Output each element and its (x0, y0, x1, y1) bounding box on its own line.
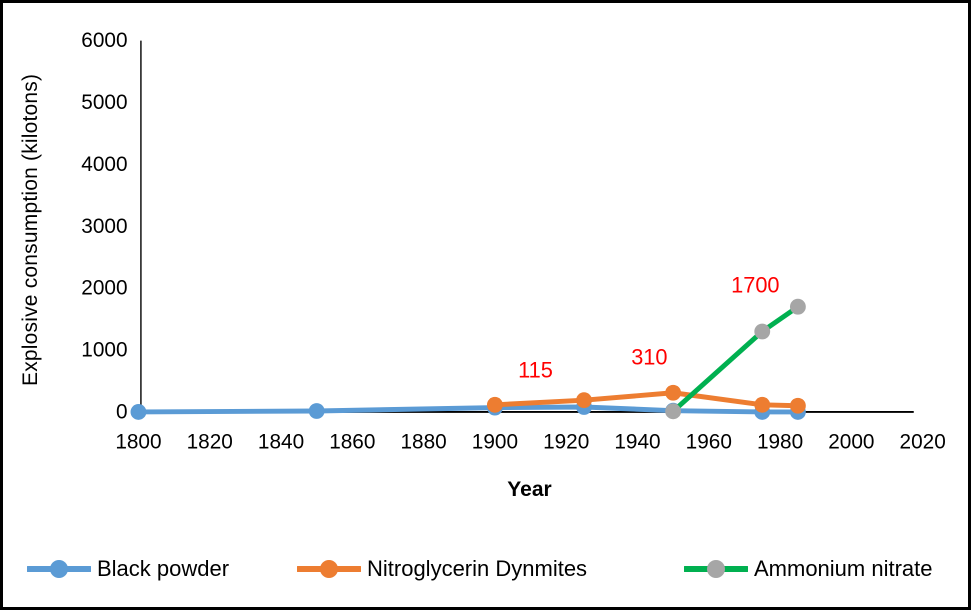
legend: Black powder Nitroglycerin Dynmites Ammoni… (3, 549, 968, 589)
legend-label: Black powder (97, 556, 230, 581)
chart-plot-area: 0 1000 2000 3000 4000 5000 6000 1800 1820 1840 186… (81, 29, 946, 454)
x-tick-label: 1920 (543, 431, 589, 454)
data-point-marker-ammonium-nitrate (789, 298, 806, 315)
x-tick-label: 1820 (187, 431, 233, 454)
data-point-marker-ammonium-nitrate (665, 403, 682, 420)
x-tick-label: 1860 (329, 431, 375, 454)
legend-item-ammonium-nitrate: Ammonium nitrate (684, 549, 933, 589)
x-tick-label: 1880 (400, 431, 446, 454)
x-tick-label: 1980 (757, 431, 803, 454)
x-tick-label: 1840 (258, 431, 304, 454)
y-tick-label: 0 (116, 400, 128, 423)
data-point-marker-nitroglycerin-dynmites (754, 396, 771, 413)
data-point-marker-nitroglycerin-dynmites (486, 396, 503, 413)
series-line-ammonium-nitrate (670, 304, 801, 414)
x-tick-label: 1900 (472, 431, 518, 454)
data-point-label: 310 (631, 345, 667, 370)
legend-marker-icon (684, 560, 748, 578)
data-point-label: 1700 (731, 272, 779, 297)
legend-marker-icon (27, 560, 91, 578)
series-line-nitroglycerin-dynmites (492, 390, 801, 409)
x-tick-label: 1800 (115, 431, 161, 454)
data-point-marker-black-powder (130, 404, 147, 420)
legend-label: Nitroglycerin Dynmites (367, 556, 588, 581)
x-axis-title: Year (507, 478, 552, 501)
legend-item-nitroglycerin-dynmites: Nitroglycerin Dynmites (297, 549, 587, 589)
y-tick-label: 1000 (81, 339, 127, 362)
x-tick-label: 1960 (686, 431, 732, 454)
y-tick-label: 5000 (81, 91, 127, 114)
legend-label: Ammonium nitrate (754, 556, 933, 581)
y-tick-label: 4000 (81, 153, 127, 176)
x-tick-label: 2020 (900, 431, 946, 454)
data-point-marker-black-powder (308, 403, 325, 419)
data-point-marker-nitroglycerin-dynmites (665, 384, 682, 401)
data-point-marker-nitroglycerin-dynmites (789, 397, 806, 414)
data-point-marker-ammonium-nitrate (754, 323, 771, 340)
x-tick-label: 1940 (614, 431, 660, 454)
y-tick-label: 2000 (81, 277, 127, 300)
data-point-marker-nitroglycerin-dynmites (576, 392, 592, 409)
data-point-label: 115 (518, 358, 553, 383)
legend-item-black-powder: Black powder (27, 549, 229, 589)
x-tick-label: 2000 (828, 431, 874, 454)
legend-marker-icon (297, 560, 361, 578)
y-tick-label: 3000 (81, 215, 127, 238)
y-tick-label: 6000 (81, 29, 127, 52)
